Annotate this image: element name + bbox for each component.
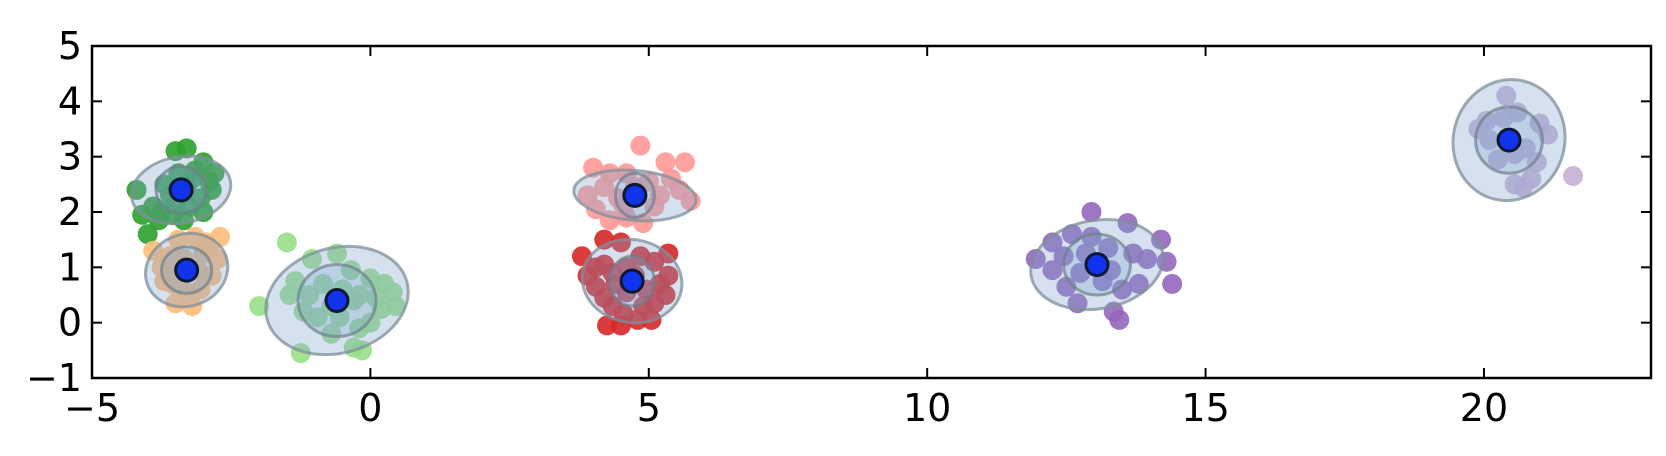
data-point bbox=[610, 232, 631, 253]
y-tick-label: 3 bbox=[58, 135, 82, 179]
x-tick-label: 20 bbox=[1460, 386, 1508, 430]
cluster-center bbox=[168, 177, 194, 203]
x-tick-label: 5 bbox=[637, 386, 661, 430]
data-point bbox=[1476, 110, 1497, 131]
data-point bbox=[1526, 152, 1547, 173]
data-point bbox=[349, 285, 370, 305]
x-tick-label: 0 bbox=[358, 386, 382, 430]
data-point bbox=[594, 229, 615, 250]
cluster-center bbox=[324, 288, 350, 314]
data-point bbox=[1563, 166, 1584, 187]
y-tick-label: 2 bbox=[58, 190, 82, 234]
data-point bbox=[594, 177, 615, 198]
y-tick-label: 1 bbox=[58, 245, 82, 289]
cluster-7 bbox=[1451, 78, 1584, 203]
data-point bbox=[1493, 107, 1514, 128]
plot-area bbox=[126, 78, 1584, 364]
data-point bbox=[276, 232, 297, 253]
cluster-center bbox=[174, 257, 200, 283]
cluster-2 bbox=[143, 226, 231, 317]
data-point bbox=[299, 285, 320, 305]
cluster-center bbox=[1084, 252, 1110, 278]
data-point bbox=[198, 171, 219, 192]
x-tick-label: −5 bbox=[64, 386, 120, 430]
cluster-center bbox=[1496, 127, 1522, 153]
data-point bbox=[1098, 237, 1119, 258]
data-point bbox=[1081, 226, 1102, 247]
data-point bbox=[1162, 273, 1183, 294]
data-point bbox=[313, 273, 334, 294]
data-point bbox=[585, 257, 606, 278]
data-point bbox=[1042, 232, 1063, 253]
y-tick-label: 4 bbox=[58, 79, 82, 123]
y-tick-label: −1 bbox=[26, 356, 82, 400]
data-point bbox=[137, 224, 158, 245]
x-tick-label: 15 bbox=[1181, 386, 1229, 430]
data-point bbox=[630, 135, 651, 156]
data-point bbox=[597, 315, 618, 336]
cluster-3 bbox=[249, 232, 410, 364]
x-tick-label: 10 bbox=[903, 386, 951, 430]
data-point bbox=[1496, 85, 1517, 106]
cluster-5 bbox=[571, 229, 684, 336]
data-point bbox=[1112, 279, 1133, 300]
axes: −5 0 5 10 15 20 −1 0 1 2 3 4 5 bbox=[26, 24, 1653, 430]
data-point bbox=[1151, 229, 1172, 250]
data-point bbox=[1109, 309, 1130, 330]
cluster-center bbox=[619, 268, 645, 294]
y-tick-label: 0 bbox=[58, 301, 82, 345]
data-point bbox=[1123, 243, 1144, 264]
data-point bbox=[1487, 149, 1508, 170]
data-point bbox=[1081, 202, 1102, 222]
data-point bbox=[1056, 276, 1077, 297]
y-tick-label: 5 bbox=[58, 24, 82, 68]
data-point bbox=[249, 296, 270, 317]
data-point bbox=[633, 296, 654, 317]
data-point bbox=[674, 152, 695, 173]
cluster-1 bbox=[126, 138, 233, 245]
cluster-6 bbox=[1025, 202, 1183, 330]
cluster-center bbox=[622, 182, 648, 208]
data-point bbox=[279, 285, 300, 305]
data-point bbox=[321, 323, 342, 344]
data-point bbox=[176, 138, 197, 159]
data-point bbox=[1128, 273, 1149, 294]
plot-content bbox=[126, 78, 1584, 364]
data-point bbox=[1504, 174, 1525, 195]
cluster-4 bbox=[572, 135, 701, 234]
data-point bbox=[655, 152, 676, 173]
data-point bbox=[1042, 260, 1063, 281]
